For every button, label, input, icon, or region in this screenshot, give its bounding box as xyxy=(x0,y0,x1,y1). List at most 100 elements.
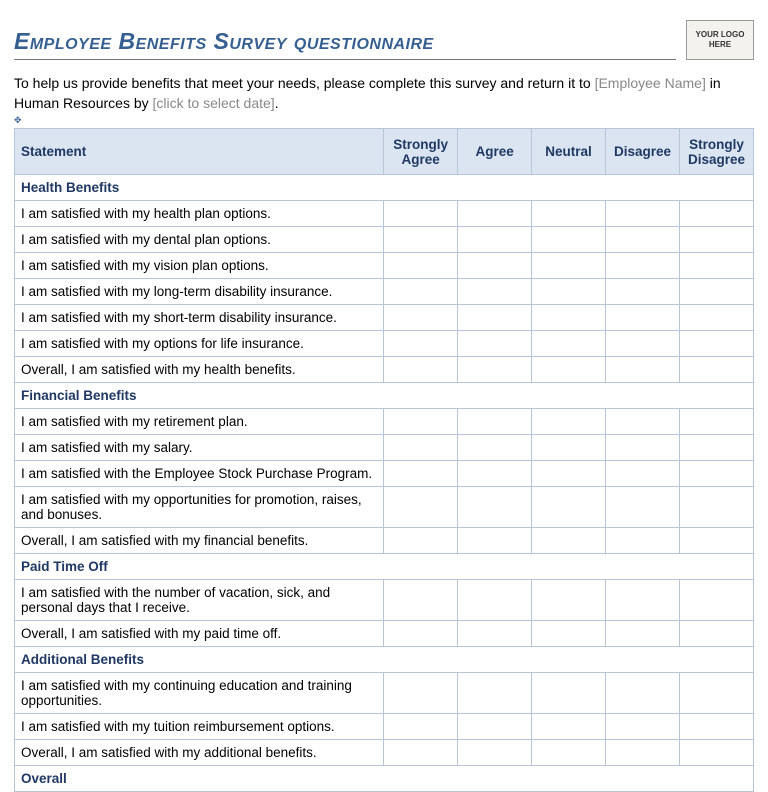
rating-cell[interactable] xyxy=(458,357,532,383)
rating-cell[interactable] xyxy=(679,528,753,554)
statement-cell: I am satisfied with my short-term disabi… xyxy=(15,305,384,331)
rating-cell[interactable] xyxy=(679,461,753,487)
rating-cell[interactable] xyxy=(384,528,458,554)
rating-cell[interactable] xyxy=(458,487,532,528)
rating-cell[interactable] xyxy=(458,305,532,331)
rating-cell[interactable] xyxy=(458,201,532,227)
rating-cell[interactable] xyxy=(458,409,532,435)
rating-cell[interactable] xyxy=(532,227,606,253)
rating-cell[interactable] xyxy=(532,461,606,487)
rating-cell[interactable] xyxy=(532,740,606,766)
rating-cell[interactable] xyxy=(606,331,680,357)
rating-cell[interactable] xyxy=(384,279,458,305)
table-row: I am satisfied with my tuition reimburse… xyxy=(15,714,754,740)
rating-cell[interactable] xyxy=(679,580,753,621)
rating-cell[interactable] xyxy=(384,714,458,740)
rating-cell[interactable] xyxy=(606,279,680,305)
rating-cell[interactable] xyxy=(532,331,606,357)
rating-cell[interactable] xyxy=(458,331,532,357)
rating-cell[interactable] xyxy=(458,714,532,740)
rating-cell[interactable] xyxy=(458,528,532,554)
rating-cell[interactable] xyxy=(384,253,458,279)
rating-cell[interactable] xyxy=(679,331,753,357)
rating-cell[interactable] xyxy=(458,279,532,305)
col-statement: Statement xyxy=(15,129,384,175)
rating-cell[interactable] xyxy=(532,409,606,435)
rating-cell[interactable] xyxy=(458,461,532,487)
section-row: Paid Time Off xyxy=(15,554,754,580)
rating-cell[interactable] xyxy=(679,435,753,461)
rating-cell[interactable] xyxy=(679,673,753,714)
rating-cell[interactable] xyxy=(458,435,532,461)
rating-cell[interactable] xyxy=(606,409,680,435)
rating-cell[interactable] xyxy=(679,253,753,279)
rating-cell[interactable] xyxy=(679,305,753,331)
rating-cell[interactable] xyxy=(384,621,458,647)
rating-cell[interactable] xyxy=(679,714,753,740)
rating-cell[interactable] xyxy=(679,227,753,253)
table-row: Overall, I am satisfied with my addition… xyxy=(15,740,754,766)
rating-cell[interactable] xyxy=(606,673,680,714)
rating-cell[interactable] xyxy=(384,461,458,487)
rating-cell[interactable] xyxy=(384,227,458,253)
rating-cell[interactable] xyxy=(384,435,458,461)
rating-cell[interactable] xyxy=(458,673,532,714)
col-neutral: Neutral xyxy=(532,129,606,175)
rating-cell[interactable] xyxy=(679,740,753,766)
rating-cell[interactable] xyxy=(532,279,606,305)
rating-cell[interactable] xyxy=(384,580,458,621)
rating-cell[interactable] xyxy=(606,461,680,487)
rating-cell[interactable] xyxy=(458,740,532,766)
employee-name-placeholder[interactable]: [Employee Name] xyxy=(595,75,706,91)
rating-cell[interactable] xyxy=(532,528,606,554)
rating-cell[interactable] xyxy=(384,357,458,383)
rating-cell[interactable] xyxy=(458,621,532,647)
rating-cell[interactable] xyxy=(679,279,753,305)
rating-cell[interactable] xyxy=(679,621,753,647)
rating-cell[interactable] xyxy=(606,621,680,647)
rating-cell[interactable] xyxy=(384,331,458,357)
date-placeholder[interactable]: [click to select date] xyxy=(153,95,275,111)
rating-cell[interactable] xyxy=(458,253,532,279)
rating-cell[interactable] xyxy=(606,357,680,383)
rating-cell[interactable] xyxy=(606,305,680,331)
logo-placeholder: YOUR LOGO HERE xyxy=(686,20,754,60)
rating-cell[interactable] xyxy=(606,487,680,528)
rating-cell[interactable] xyxy=(606,253,680,279)
rating-cell[interactable] xyxy=(532,201,606,227)
table-row: I am satisfied with my health plan optio… xyxy=(15,201,754,227)
rating-cell[interactable] xyxy=(532,621,606,647)
rating-cell[interactable] xyxy=(606,714,680,740)
rating-cell[interactable] xyxy=(606,528,680,554)
rating-cell[interactable] xyxy=(532,673,606,714)
rating-cell[interactable] xyxy=(532,487,606,528)
rating-cell[interactable] xyxy=(384,201,458,227)
rating-cell[interactable] xyxy=(384,409,458,435)
rating-cell[interactable] xyxy=(384,305,458,331)
rating-cell[interactable] xyxy=(532,357,606,383)
statement-cell: I am satisfied with my salary. xyxy=(15,435,384,461)
rating-cell[interactable] xyxy=(606,580,680,621)
rating-cell[interactable] xyxy=(532,435,606,461)
section-row: Additional Benefits xyxy=(15,647,754,673)
rating-cell[interactable] xyxy=(532,253,606,279)
rating-cell[interactable] xyxy=(606,740,680,766)
table-row: Overall, I am satisfied with my paid tim… xyxy=(15,621,754,647)
rating-cell[interactable] xyxy=(606,201,680,227)
rating-cell[interactable] xyxy=(532,580,606,621)
rating-cell[interactable] xyxy=(606,435,680,461)
rating-cell[interactable] xyxy=(458,227,532,253)
statement-cell: I am satisfied with the Employee Stock P… xyxy=(15,461,384,487)
rating-cell[interactable] xyxy=(679,409,753,435)
rating-cell[interactable] xyxy=(532,714,606,740)
rating-cell[interactable] xyxy=(384,487,458,528)
rating-cell[interactable] xyxy=(458,580,532,621)
rating-cell[interactable] xyxy=(606,227,680,253)
rating-cell[interactable] xyxy=(679,201,753,227)
rating-cell[interactable] xyxy=(384,673,458,714)
rating-cell[interactable] xyxy=(679,357,753,383)
rating-cell[interactable] xyxy=(679,487,753,528)
rating-cell[interactable] xyxy=(532,305,606,331)
rating-cell[interactable] xyxy=(384,740,458,766)
col-strongly-disagree: Strongly Disagree xyxy=(679,129,753,175)
